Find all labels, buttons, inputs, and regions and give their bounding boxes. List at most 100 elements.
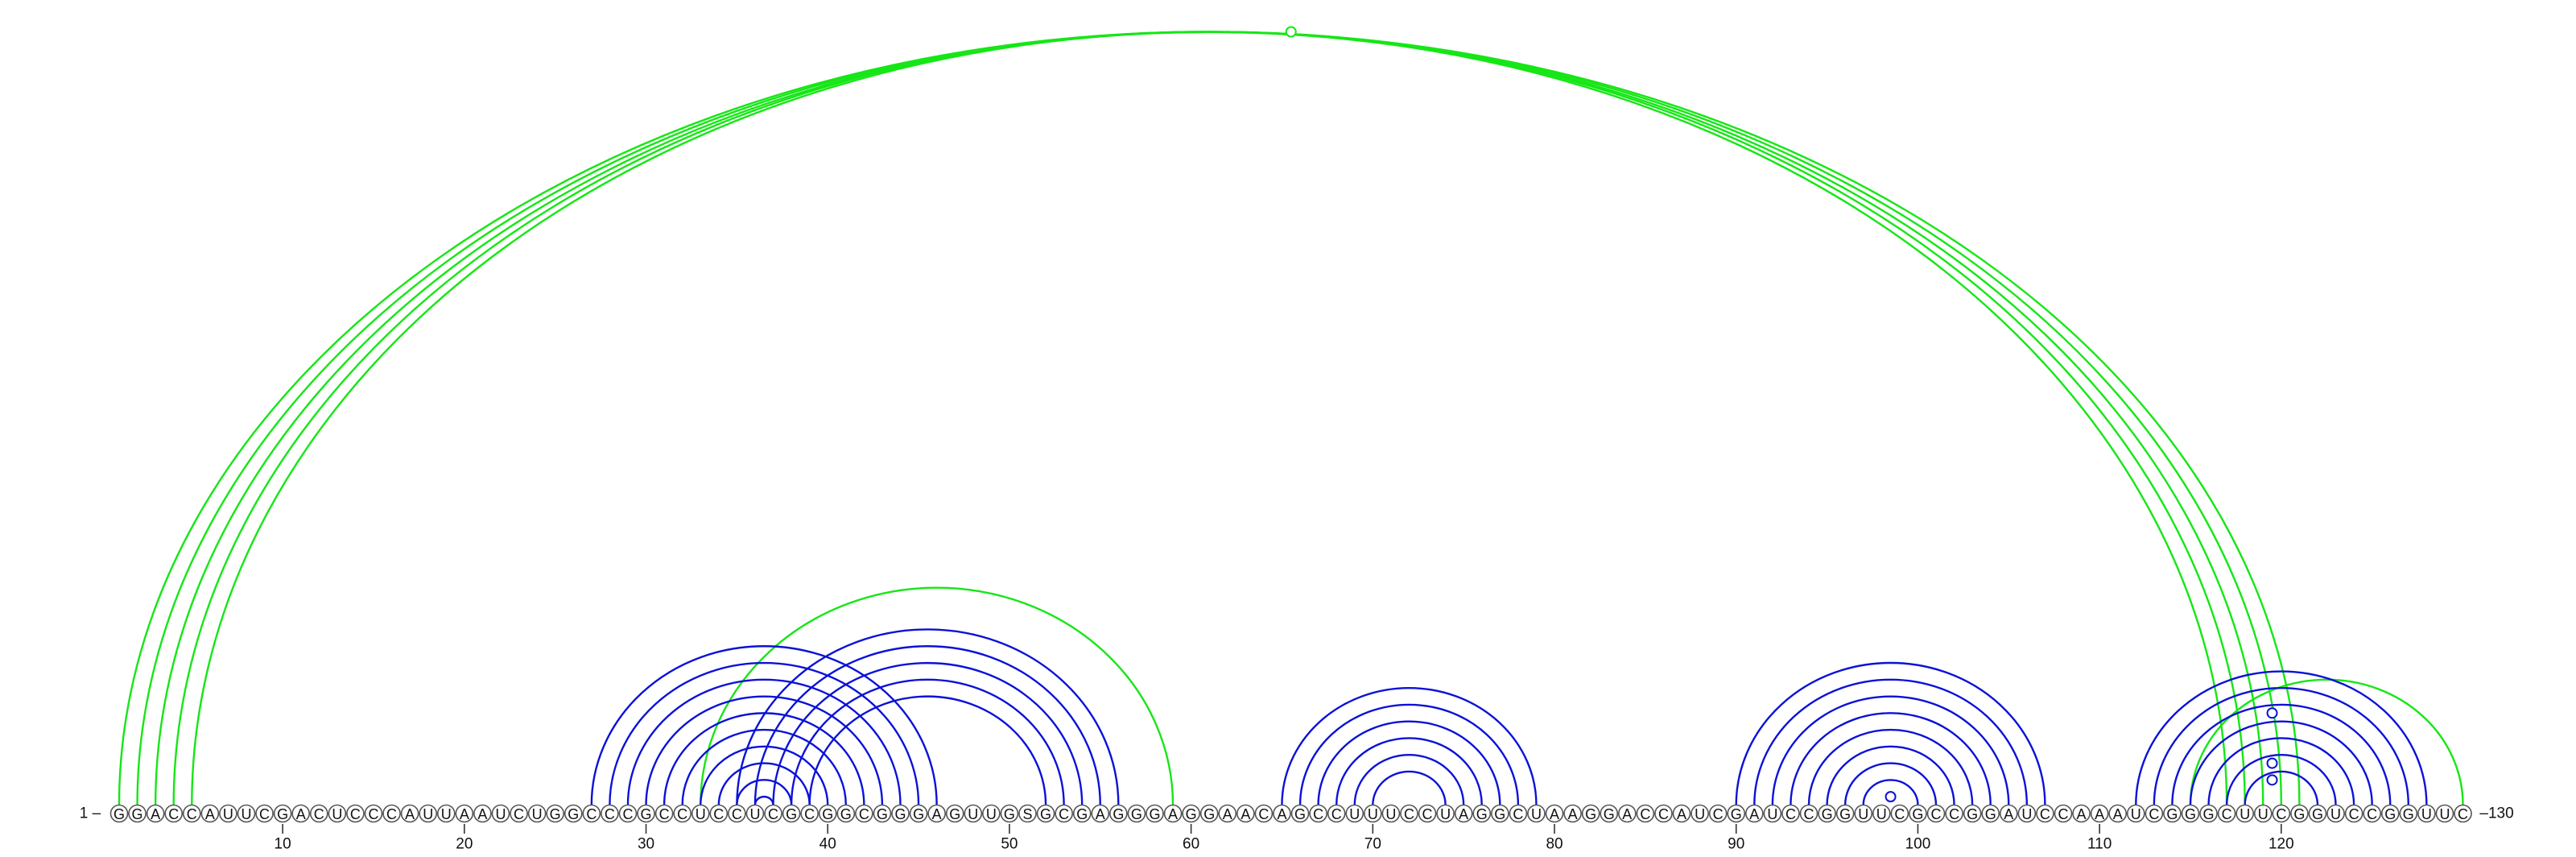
nucleotide-circle — [1835, 804, 1855, 823]
nucleotide-letter: G — [2203, 806, 2215, 822]
tick-label: 10 — [275, 836, 291, 853]
nucleotide: C — [2217, 804, 2236, 823]
nucleotide: A — [1236, 804, 1255, 823]
nucleotide-letter: A — [1241, 806, 1250, 822]
nucleotide-letter: C — [168, 806, 179, 822]
nucleotide-circle — [582, 804, 601, 823]
nucleotide-circle — [1018, 804, 1037, 823]
nucleotide: C — [618, 804, 638, 823]
nucleotide-circle — [2072, 804, 2091, 823]
nucleotide-letter: C — [859, 806, 869, 822]
nucleotide: C — [1781, 804, 1800, 823]
nucleotide-letter: A — [2113, 806, 2123, 822]
nucleotide-circle — [273, 804, 292, 823]
nucleotide-circle — [1491, 804, 1509, 823]
nucleotide-letter: C — [1331, 806, 1342, 822]
nucleotide-circle — [1690, 804, 1709, 823]
nucleotide-letter: G — [1113, 806, 1124, 822]
nucleotide-letter: U — [332, 806, 342, 822]
nucleotide: C — [364, 804, 383, 823]
nucleotide: G — [1109, 804, 1128, 823]
nucleotide: U — [2253, 804, 2273, 823]
nucleotide-circle — [128, 804, 147, 823]
nucleotide: U — [419, 804, 437, 823]
nucleotide-letter: C — [2349, 806, 2359, 822]
nucleotide: G — [1835, 804, 1855, 823]
nucleotide-letter: C — [1640, 806, 1650, 822]
nucleotide: U — [1364, 804, 1382, 823]
nucleotide: G — [564, 804, 583, 823]
nucleotide: C — [2145, 804, 2164, 823]
nucleotide: A — [2072, 804, 2091, 823]
nucleotide: A — [291, 804, 311, 823]
nucleotide-circle — [1509, 804, 1528, 823]
nucleotide-letter: G — [1585, 806, 1596, 822]
pair-marker-5 — [2266, 774, 2278, 786]
nucleotide-circle — [1000, 804, 1019, 823]
nucleotide-letter: G — [1912, 806, 1923, 822]
nucleotide-letter: C — [1804, 806, 1814, 822]
nucleotide: U — [328, 804, 347, 823]
tick-label: 40 — [819, 836, 836, 853]
nucleotide: G — [1600, 804, 1619, 823]
nucleotide: U — [2417, 804, 2436, 823]
nucleotide-letter: U — [1858, 806, 1868, 822]
nucleotide-letter: G — [1294, 806, 1306, 822]
blue-helix-4-pair-4 — [1790, 712, 1992, 805]
nucleotide-letter: A — [1168, 806, 1178, 822]
nucleotide: G — [2199, 804, 2218, 823]
nucleotide-circle — [1618, 804, 1637, 823]
nucleotide-circle — [455, 804, 474, 823]
nucleotide-circle — [1981, 804, 2000, 823]
nucleotide-circle — [764, 804, 782, 823]
nucleotide: U — [219, 804, 237, 823]
nucleotide-circle — [709, 804, 729, 823]
nucleotide-letter: G — [641, 806, 652, 822]
nucleotide-circle — [2181, 804, 2200, 823]
nucleotide: G — [1981, 804, 2000, 823]
nucleotide-circle — [1309, 804, 1327, 823]
nucleotide-letter: U — [2131, 806, 2141, 822]
sequence-end-label: –130 — [2479, 805, 2513, 822]
nucleotide: C — [601, 804, 619, 823]
nucleotide-circle — [1581, 804, 1600, 823]
nucleotide-letter: C — [314, 806, 324, 822]
blue-helix-4-pair-3 — [1771, 695, 2010, 805]
nucleotide-circle — [909, 804, 928, 823]
nucleotide-letter: G — [2403, 806, 2414, 822]
nucleotide-circle — [1454, 804, 1473, 823]
nucleotide-letter: U — [1531, 806, 1542, 822]
nucleotide: U — [982, 804, 1001, 823]
nucleotide: G — [2399, 804, 2418, 823]
nucleotide: A — [146, 804, 165, 823]
nucleotide-circle — [1127, 804, 1146, 823]
nucleotide-letter: G — [1839, 806, 1851, 822]
nucleotide-circle — [1273, 804, 1291, 823]
nucleotide: G — [2181, 804, 2200, 823]
nucleotide-circle — [2344, 804, 2363, 823]
nucleotide-letter: U — [1368, 806, 1378, 822]
nucleotide-letter: G — [822, 806, 833, 822]
nucleotide-circle — [109, 804, 129, 823]
nucleotide-letter: C — [659, 806, 670, 822]
nucleotide-circle — [745, 804, 765, 823]
blue-helix-4-pair-7 — [1843, 762, 1938, 805]
nucleotide-letter: U — [2439, 806, 2450, 822]
nucleotide: U — [1763, 804, 1782, 823]
nucleotide: U — [964, 804, 983, 823]
blue-helix-2-pair-2 — [753, 645, 1101, 805]
blue-helix-5-pair-3 — [2171, 703, 2392, 805]
nucleotide-letter: C — [677, 806, 687, 822]
nucleotide: G — [1000, 804, 1019, 823]
nucleotide-letter: U — [423, 806, 433, 822]
nucleotide-letter: G — [840, 806, 852, 822]
nucleotide-letter: C — [350, 806, 361, 822]
nucleotide-letter: C — [1513, 806, 1523, 822]
nucleotide: G — [2380, 804, 2400, 823]
nucleotide-circle — [2199, 804, 2218, 823]
pair-marker-1 — [1285, 26, 1297, 38]
nucleotide-circle — [1163, 804, 1183, 823]
nucleotide-circle — [1945, 804, 1963, 823]
tick-label: 90 — [1728, 836, 1744, 853]
nucleotide-circle — [728, 804, 746, 823]
